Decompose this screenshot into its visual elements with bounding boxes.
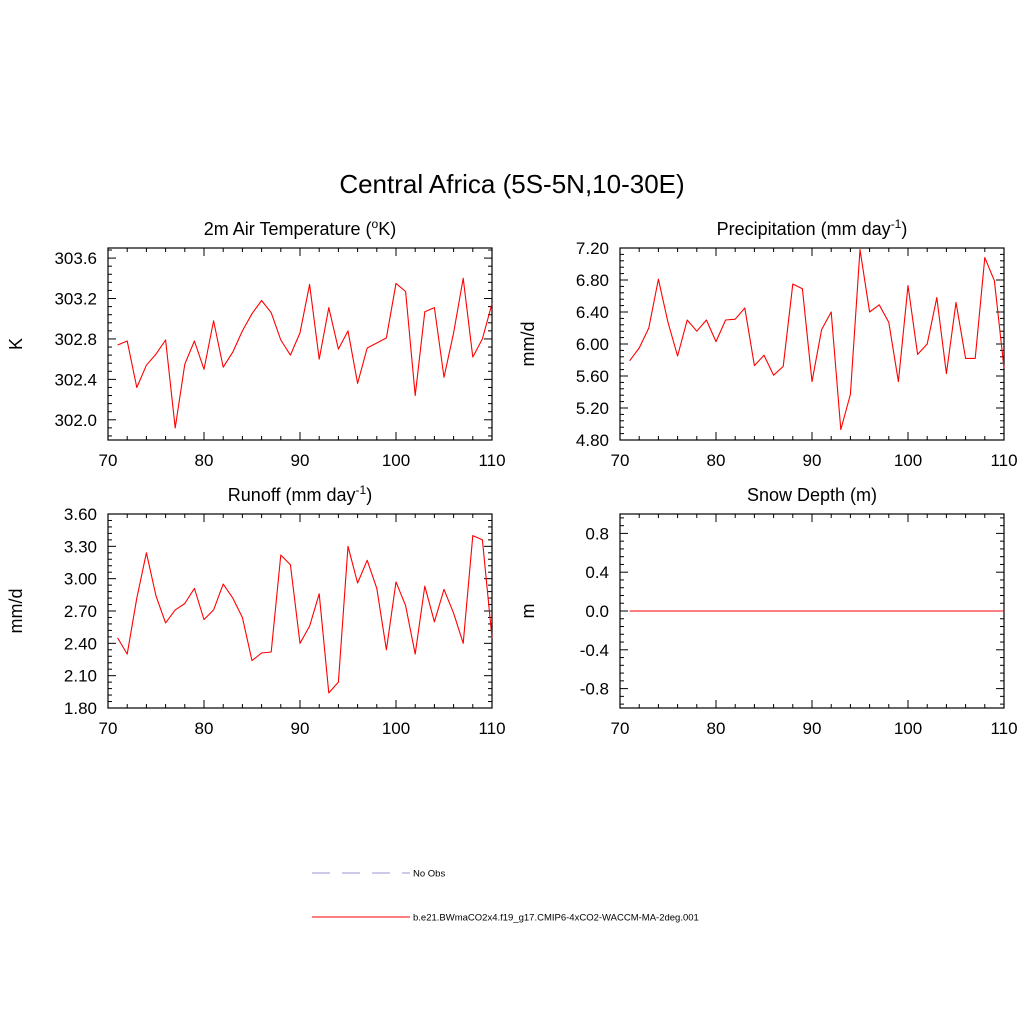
y-tick-label: -0.4 xyxy=(580,641,609,660)
y-tick-label: 3.60 xyxy=(64,505,97,524)
y-tick-label: 7.20 xyxy=(576,239,609,258)
y-tick-label: 0.0 xyxy=(585,602,609,621)
series-line-1 xyxy=(117,277,493,429)
series-line-1 xyxy=(629,249,1005,431)
x-tick-label: 100 xyxy=(382,451,410,470)
x-tick-label: 70 xyxy=(99,719,118,738)
panel-3: Runoff (mm day-1) 70 80 90 100 110 1.80 2.10 2.4… xyxy=(6,483,506,738)
panel-title-text: Snow Depth (m) xyxy=(747,485,877,505)
x-tick-label: 90 xyxy=(291,719,310,738)
x-tick-label: 100 xyxy=(382,719,410,738)
x-tick-label: 80 xyxy=(707,451,726,470)
y-tick-label: 6.40 xyxy=(576,303,609,322)
x-tick-label: 80 xyxy=(195,719,214,738)
x-tick-label: 110 xyxy=(990,719,1017,738)
x-tick-label: 70 xyxy=(99,451,118,470)
panel-1: 2m Air Temperature (oK) 70 80 90 100 110 302.0… xyxy=(6,217,506,470)
figure-title: Central Africa (5S-5N,10-30E) xyxy=(339,169,684,199)
y-tick-label: 6.00 xyxy=(576,335,609,354)
x-tick-label: 110 xyxy=(478,719,505,738)
y-tick-label: 2.70 xyxy=(64,602,97,621)
y-axis-label: mm/d xyxy=(6,589,26,634)
y-axis-label: K xyxy=(6,338,26,350)
y-tick-label: -0.8 xyxy=(580,680,609,699)
series-line-1 xyxy=(117,535,493,694)
x-tick-label: 80 xyxy=(707,719,726,738)
y-tick-label: 0.4 xyxy=(585,563,609,582)
panel-title: Precipitation (mm day-1) xyxy=(717,217,908,239)
y-axis-label: m xyxy=(518,604,538,619)
x-tick-label: 110 xyxy=(990,451,1017,470)
legend-label-2: b.e21.BWmaCO2x4.f19_g17.CMIP6-4xCO2-WACC… xyxy=(413,913,699,924)
panel-title-suffix: ) xyxy=(901,219,907,239)
panel-title-suffix: K) xyxy=(378,219,396,239)
panel-title-text: 2m Air Temperature ( xyxy=(204,219,372,239)
panel-title-superscript: o xyxy=(372,217,379,231)
panel-title-superscript: -1 xyxy=(891,217,902,231)
y-tick-label: 4.80 xyxy=(576,431,609,450)
panel-title-superscript: -1 xyxy=(356,483,367,497)
plot-frame xyxy=(107,513,493,709)
panel-title-text: Runoff (mm day xyxy=(228,485,356,505)
panel-title: Snow Depth (m) xyxy=(747,485,877,505)
y-tick-label: 5.60 xyxy=(576,367,609,386)
legend: No Obs b.e21.BWmaCO2x4.f19_g17.CMIP6-4xCO… xyxy=(312,869,699,924)
y-tick-label: 6.80 xyxy=(576,271,609,290)
y-tick-label: 0.8 xyxy=(585,524,609,543)
x-tick-label: 110 xyxy=(478,451,505,470)
y-tick-label: 3.30 xyxy=(64,537,97,556)
x-tick-label: 100 xyxy=(894,719,922,738)
y-tick-label: 2.10 xyxy=(64,667,97,686)
y-tick-label: 2.40 xyxy=(64,634,97,653)
x-tick-label: 90 xyxy=(803,719,822,738)
x-tick-label: 70 xyxy=(611,451,630,470)
y-tick-label: 5.20 xyxy=(576,399,609,418)
y-tick-label: 302.4 xyxy=(54,370,97,389)
x-tick-label: 70 xyxy=(611,719,630,738)
y-axis-label: mm/d xyxy=(518,322,538,367)
x-tick-label: 90 xyxy=(291,451,310,470)
chart-panels: 2m Air Temperature (oK)70 80 90 100 110302.0… xyxy=(6,217,1018,738)
legend-label-1: No Obs xyxy=(413,869,445,880)
x-tick-label: 80 xyxy=(195,451,214,470)
x-tick-label: 90 xyxy=(803,451,822,470)
y-tick-label: 1.80 xyxy=(64,699,97,718)
x-tick-label: 100 xyxy=(894,451,922,470)
y-tick-label: 302.0 xyxy=(54,411,97,430)
panel-title: Runoff (mm day-1) xyxy=(228,483,372,505)
y-tick-label: 303.2 xyxy=(54,290,97,309)
panel-title-suffix: ) xyxy=(366,485,372,505)
panel-2: Precipitation (mm day-1) 70 80 90 100 110 4.80… xyxy=(518,217,1018,470)
panel-title: 2m Air Temperature (oK) xyxy=(204,217,396,239)
y-tick-label: 303.6 xyxy=(54,249,97,268)
panel-4: Snow Depth (m) 70 80 90 100 110 -0.8 -0.4 0.0 0.4… xyxy=(518,485,1018,738)
y-tick-label: 3.00 xyxy=(64,570,97,589)
y-tick-label: 302.8 xyxy=(54,330,97,349)
plot-frame xyxy=(619,247,1005,441)
panel-title-text: Precipitation (mm day xyxy=(717,219,891,239)
